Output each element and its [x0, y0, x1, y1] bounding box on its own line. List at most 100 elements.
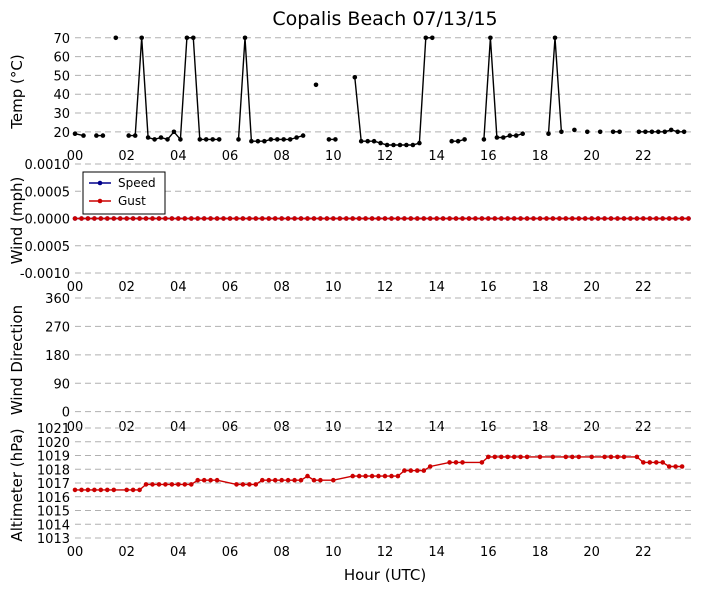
data-point-wind: [350, 216, 356, 221]
y-tick-label-temperature: 20: [53, 126, 70, 141]
x-tick-label-altimeter: 02: [118, 545, 135, 560]
data-point-temperature: [358, 138, 364, 144]
data-point-altimeter: [253, 482, 259, 487]
data-point-temperature: [397, 142, 403, 148]
data-point-temperature: [462, 137, 467, 142]
data-point-temperature: [333, 137, 338, 142]
data-point-temperature: [255, 138, 261, 144]
data-point-temperature: [216, 137, 222, 142]
data-point-wind: [285, 216, 291, 221]
data-point-temperature: [617, 129, 622, 135]
data-point-wind: [447, 216, 452, 221]
y-tick-label-altimeter: 1018: [37, 463, 70, 478]
data-point-wind: [163, 216, 168, 221]
x-tick-label-temperature: 12: [377, 149, 394, 164]
x-tick-label-wind-direction: 10: [325, 420, 342, 435]
data-point-temperature: [410, 142, 416, 148]
data-point-altimeter: [505, 454, 511, 460]
data-point-temperature: [210, 137, 215, 142]
x-tick-label-wind-direction: 20: [583, 420, 600, 435]
data-point-temperature: [158, 135, 164, 140]
x-tick-label-wind: 10: [325, 280, 342, 295]
data-point-altimeter: [195, 477, 200, 483]
data-point-temperature: [404, 142, 409, 148]
y-tick-label-wind: -0.0010: [20, 267, 70, 282]
data-point-wind: [666, 216, 672, 221]
x-tick-label-wind: 18: [532, 280, 549, 295]
data-point-temperature: [449, 138, 455, 144]
data-point-wind: [240, 216, 246, 221]
data-point-altimeter: [130, 487, 136, 493]
data-point-altimeter: [511, 454, 517, 460]
series-line-temperature: [547, 37, 563, 134]
data-point-wind: [395, 216, 401, 221]
data-point-temperature: [300, 133, 306, 138]
data-point-wind: [72, 216, 78, 221]
y-tick-label-temperature: 70: [53, 32, 70, 47]
data-point-altimeter: [499, 454, 504, 460]
data-point-wind: [266, 216, 272, 221]
data-point-temperature: [520, 131, 525, 136]
data-point-altimeter: [492, 454, 498, 460]
data-point-wind: [505, 216, 511, 221]
data-point-altimeter: [615, 454, 620, 460]
y-tick-label-altimeter: 1019: [37, 450, 70, 465]
data-point-wind: [544, 216, 549, 221]
data-point-wind: [260, 216, 265, 221]
data-point-altimeter: [247, 482, 252, 487]
data-point-wind: [531, 216, 536, 221]
data-point-wind: [499, 216, 504, 221]
data-point-temperature: [139, 35, 144, 41]
data-point-altimeter: [163, 482, 168, 487]
y-tick-label-wind-direction: 90: [53, 377, 70, 392]
x-tick-label-temperature: 10: [325, 149, 342, 164]
data-point-altimeter: [602, 454, 607, 460]
data-point-wind: [143, 216, 149, 221]
data-point-altimeter: [673, 464, 678, 469]
data-point-wind: [621, 216, 627, 221]
x-tick-label-wind: 12: [377, 280, 394, 295]
y-tick-label-wind-direction: 0: [62, 406, 70, 421]
data-point-temperature: [681, 129, 687, 135]
data-point-wind: [518, 216, 523, 221]
data-point-wind: [111, 216, 117, 221]
data-point-wind: [169, 216, 175, 221]
data-point-temperature: [184, 35, 190, 41]
data-point-wind: [234, 216, 239, 221]
data-point-temperature: [294, 135, 299, 140]
legend: Speed Gust: [82, 171, 166, 215]
x-tick-label-wind: 22: [635, 280, 652, 295]
x-tick-label-wind: 04: [170, 280, 187, 295]
legend-label-speed: Speed: [118, 176, 156, 190]
x-tick-label-wind: 08: [273, 280, 290, 295]
y-tick-label-altimeter: 1016: [37, 491, 70, 506]
data-point-wind: [130, 216, 136, 221]
data-point-wind: [247, 216, 252, 221]
data-point-altimeter: [356, 473, 362, 479]
x-tick-label-wind: 14: [428, 280, 445, 295]
data-point-temperature: [262, 138, 267, 144]
x-tick-label-temperature: 20: [583, 149, 600, 164]
data-point-altimeter: [350, 473, 356, 479]
data-point-wind: [453, 216, 459, 221]
data-point-altimeter: [260, 477, 265, 483]
data-point-temperature: [113, 35, 119, 41]
x-tick-label-altimeter: 14: [428, 545, 445, 560]
data-point-altimeter: [150, 482, 155, 487]
y-axis-label-temperature: Temp (°C): [8, 54, 26, 129]
data-point-wind: [615, 216, 620, 221]
data-point-altimeter: [85, 487, 91, 493]
data-point-wind: [628, 216, 633, 221]
data-point-temperature: [559, 129, 564, 135]
data-point-altimeter: [189, 482, 194, 487]
data-point-temperature: [145, 135, 151, 140]
data-point-temperature: [455, 138, 461, 144]
data-point-wind: [492, 216, 498, 221]
data-point-altimeter: [589, 454, 594, 460]
data-point-wind: [486, 216, 491, 221]
data-point-altimeter: [234, 482, 239, 487]
data-point-wind: [189, 216, 194, 221]
y-axis-label-altimeter: Altimeter (hPa): [8, 428, 26, 541]
